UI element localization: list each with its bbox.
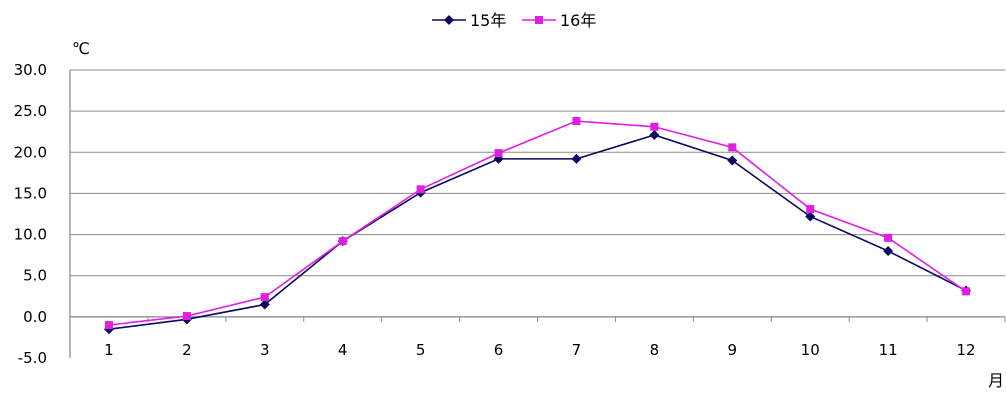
data-point: [104, 321, 113, 330]
x-tick-label: 8: [650, 341, 660, 359]
series-1: [104, 117, 971, 330]
data-point: [650, 122, 659, 131]
x-tick-label: 12: [956, 341, 975, 359]
y-tick-label: 30.0: [14, 61, 47, 79]
legend-diamond-marker-icon: [444, 15, 454, 25]
data-point: [805, 211, 816, 222]
data-point: [259, 299, 270, 310]
legend: 15年 16年: [432, 11, 596, 30]
x-tick-label: 6: [494, 341, 504, 359]
data-point: [572, 117, 581, 126]
series-0: [103, 130, 972, 335]
y-tick-label: 5.0: [23, 267, 47, 285]
y-tick-label: -5.0: [18, 349, 47, 367]
data-point: [883, 246, 894, 257]
data-point: [571, 153, 582, 164]
y-tick-label: 15.0: [14, 184, 47, 202]
y-tick-label: 20.0: [14, 143, 47, 161]
x-tick-label: 2: [182, 341, 192, 359]
legend-label-15: 15年: [470, 11, 506, 30]
data-point: [494, 149, 503, 158]
y-tick-label: 0.0: [23, 308, 47, 326]
data-point: [649, 130, 660, 141]
data-point: [884, 233, 893, 242]
data-point: [806, 205, 815, 214]
legend-item-16: 16年: [522, 11, 596, 30]
data-point: [260, 293, 269, 302]
data-point: [727, 155, 738, 166]
x-tick-label: 10: [801, 341, 820, 359]
x-tick-label: 5: [416, 341, 426, 359]
data-point: [338, 237, 347, 246]
y-tick-label: 25.0: [14, 102, 47, 120]
x-tick-label: 11: [879, 341, 898, 359]
series-line: [108, 134, 967, 330]
x-tick-labels: 1 2 3 4 5 6 7 8 9 10 11 12: [69, 316, 1006, 359]
gridlines: [70, 69, 1005, 318]
series-line: [108, 120, 967, 326]
data-point: [182, 312, 191, 321]
x-tick-label: 4: [338, 341, 348, 359]
y-tick-labels: 30.0 25.0 20.0 15.0 10.0 5.0 0.0 -5.0: [14, 61, 47, 367]
x-tick-label: 7: [572, 341, 582, 359]
data-point: [962, 287, 971, 296]
x-tick-label: 3: [260, 341, 270, 359]
legend-label-16: 16年: [560, 11, 596, 30]
y-tick-label: 10.0: [14, 226, 47, 244]
x-tick-label: 9: [728, 341, 738, 359]
legend-square-marker-icon: [535, 16, 543, 24]
series-layer: [103, 117, 972, 335]
data-point: [728, 143, 737, 152]
y-axis-unit-label: ℃: [72, 39, 90, 58]
x-tick-label: 1: [104, 341, 114, 359]
data-point: [416, 185, 425, 194]
legend-item-15: 15年: [432, 11, 506, 30]
x-axis-unit-label: 月: [988, 371, 1004, 390]
